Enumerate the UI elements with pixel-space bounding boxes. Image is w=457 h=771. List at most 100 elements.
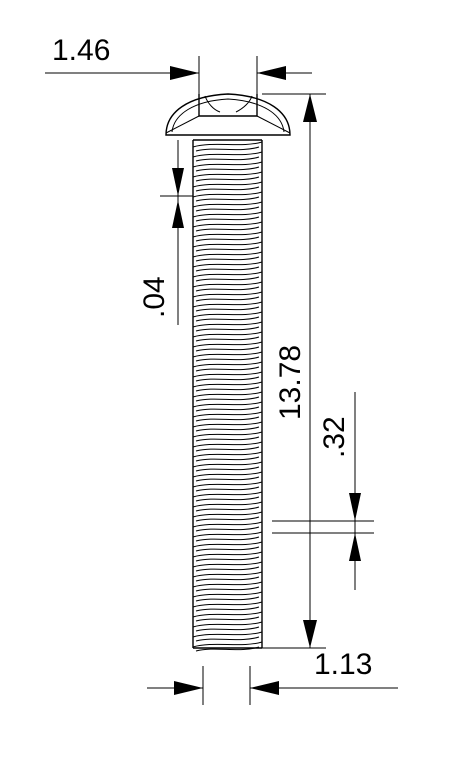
thread-crest	[192, 391, 263, 398]
thread-depth-dimension: .32	[272, 392, 374, 590]
thread-root	[195, 536, 260, 542]
screw-head	[165, 93, 291, 136]
threaded-shank	[192, 139, 263, 652]
thread-crest	[192, 351, 263, 358]
thread-crest	[192, 601, 263, 608]
thread-root	[195, 456, 260, 462]
thread-root	[195, 486, 260, 492]
thread-root	[195, 576, 260, 582]
thread-root	[195, 296, 260, 302]
thread-crest	[192, 541, 263, 548]
slot-width-dimension: 1.46	[45, 34, 312, 94]
thread-root	[195, 216, 260, 222]
thread-root	[195, 586, 260, 592]
shank-diameter-label: 1.13	[314, 648, 372, 681]
slot-width-label: 1.46	[52, 34, 110, 67]
thread-root	[195, 346, 260, 352]
thread-root	[195, 196, 260, 202]
thread-crest	[192, 191, 263, 198]
thread-crest	[192, 521, 263, 528]
thread-crest	[192, 181, 263, 188]
thread-root	[195, 266, 260, 272]
thread-root	[195, 406, 260, 412]
thread-root	[195, 256, 260, 262]
thread-root	[195, 566, 260, 572]
thread-root	[195, 186, 260, 192]
thread-crest	[192, 361, 263, 368]
thread-crest	[192, 621, 263, 628]
thread-crest	[192, 441, 263, 448]
thread-root	[195, 276, 260, 282]
thread-crest	[192, 401, 263, 408]
thread-crest	[192, 411, 263, 418]
thread-root	[195, 426, 260, 432]
thread-crest	[192, 461, 263, 468]
thread-crest	[192, 221, 263, 228]
thread-root	[195, 356, 260, 362]
thread-crest	[192, 481, 263, 488]
thread-crest	[192, 141, 263, 148]
thread-crest	[192, 151, 263, 158]
thread-crest	[192, 451, 263, 458]
thread-crest	[192, 271, 263, 278]
thread-root	[195, 316, 260, 322]
thread-root	[195, 146, 260, 152]
thread-root	[195, 606, 260, 612]
thread-root	[195, 516, 260, 522]
thread-crest	[192, 631, 263, 638]
thread-crest	[192, 311, 263, 318]
thread-crest	[192, 341, 263, 348]
thread-root	[195, 416, 260, 422]
thread-crest	[192, 231, 263, 238]
thread-crest	[192, 331, 263, 338]
shank-diameter-dimension: 1.13	[147, 648, 398, 705]
thread-root	[195, 326, 260, 332]
thread-root	[195, 476, 260, 482]
thread-root	[195, 546, 260, 552]
thread-crest	[192, 161, 263, 168]
thread-root	[195, 376, 260, 382]
thread-crest	[192, 551, 263, 558]
thread-crest	[192, 571, 263, 578]
thread-crest	[192, 371, 263, 378]
thread-root	[195, 436, 260, 442]
thread-root	[195, 206, 260, 212]
thread-crest	[192, 171, 263, 178]
thread-crest	[192, 491, 263, 498]
thread-root	[195, 496, 260, 502]
thread-crest	[192, 281, 263, 288]
thread-crest	[192, 581, 263, 588]
thread-crest	[192, 641, 263, 648]
overall-length-label: 13.78	[274, 345, 307, 420]
thread-crest	[192, 261, 263, 268]
thread-crest	[192, 241, 263, 248]
thread-root	[195, 526, 260, 532]
thread-crest	[192, 211, 263, 218]
thread-crest	[192, 501, 263, 508]
thread-depth-label: .32	[318, 416, 351, 458]
thread-crest	[192, 471, 263, 478]
thread-root	[195, 556, 260, 562]
thread-crest	[192, 561, 263, 568]
thread-root	[195, 386, 260, 392]
thread-root	[195, 626, 260, 632]
thread-crest	[192, 381, 263, 388]
thread-root	[195, 446, 260, 452]
thread-root	[195, 646, 260, 652]
thread-crest	[192, 201, 263, 208]
thread-root	[195, 226, 260, 232]
thread-crest	[192, 291, 263, 298]
thread-root	[195, 286, 260, 292]
thread-root	[195, 636, 260, 642]
thread-crest	[192, 321, 263, 328]
thread-crest	[192, 511, 263, 518]
thread-crest	[192, 421, 263, 428]
thread-root	[195, 466, 260, 472]
thread-crest	[192, 251, 263, 258]
thread-crest	[192, 531, 263, 538]
thread-root	[195, 336, 260, 342]
thread-crest	[192, 431, 263, 438]
thread-pitch-dimension: .04	[138, 140, 193, 325]
thread-pitch-label: .04	[138, 276, 171, 318]
